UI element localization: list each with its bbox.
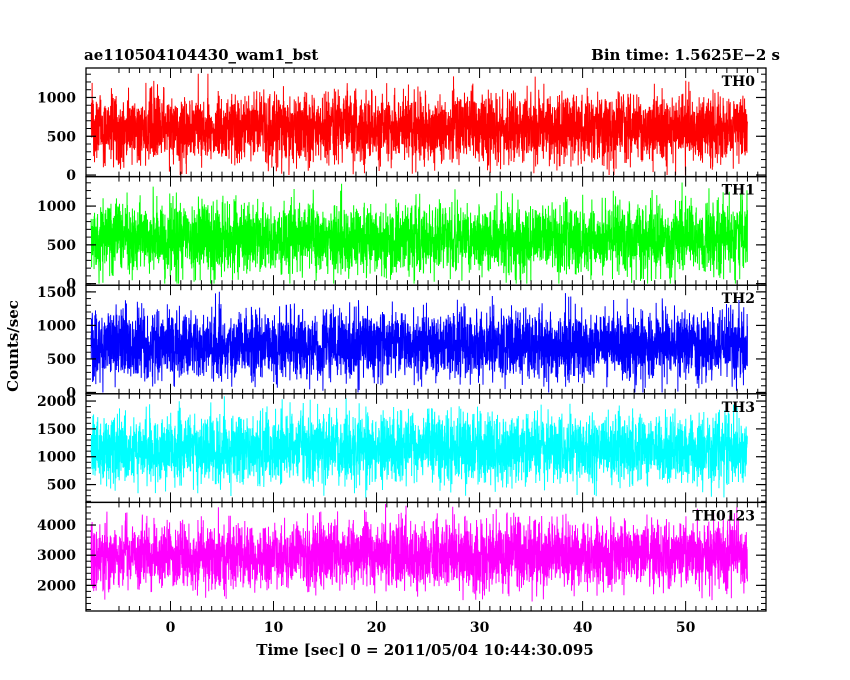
y-tick-label: 2000	[37, 578, 76, 594]
y-tick-label: 3000	[37, 548, 76, 564]
x-tick-label: 10	[264, 620, 284, 636]
y-tick-label: 500	[47, 129, 76, 145]
y-tick-label: 500	[47, 478, 76, 494]
y-tick-label: 1000	[37, 318, 76, 334]
y-tick-label: 1000	[37, 450, 76, 466]
x-tick-label: 50	[676, 620, 696, 636]
y-tick-label: 2000	[37, 394, 76, 410]
y-axis-label: Counts/sec	[4, 300, 22, 392]
y-tick-label: 1500	[37, 422, 76, 438]
x-tick-label: 0	[166, 620, 176, 636]
series-line-th0123	[90, 503, 748, 602]
y-tick-label: 500	[47, 238, 76, 254]
bin-time-label: Bin time: 1.5625E−2 s	[591, 46, 780, 64]
y-tick-label: 500	[47, 352, 76, 368]
series-line-th0	[90, 73, 748, 176]
panel-label: TH0123	[692, 508, 755, 524]
y-tick-label: 0	[66, 168, 76, 184]
y-tick-label: 4000	[37, 518, 76, 534]
x-tick-label: 20	[367, 620, 387, 636]
panel-frame	[85, 501, 767, 612]
x-tick-label: 40	[573, 620, 593, 636]
y-tick-label: 1000	[37, 90, 76, 106]
x-axis-label: Time [sec] 0 = 2011/05/04 10:44:30.095	[256, 641, 593, 659]
series-line-th3	[90, 396, 748, 498]
panel-label: TH0	[722, 74, 756, 90]
panel-label: TH1	[722, 183, 755, 199]
series-line-th1	[90, 182, 748, 284]
y-tick-label: 0	[66, 277, 76, 293]
y-tick-label: 1500	[37, 285, 76, 301]
series-line-th2	[90, 291, 748, 393]
x-tick-label: 30	[470, 620, 490, 636]
panel-label: TH3	[722, 400, 755, 416]
panel-label: TH2	[722, 291, 755, 307]
figure-title: ae110504104430_wam1_bst	[84, 46, 318, 64]
y-tick-label: 1000	[37, 199, 76, 215]
y-tick-label: 0	[66, 385, 76, 401]
